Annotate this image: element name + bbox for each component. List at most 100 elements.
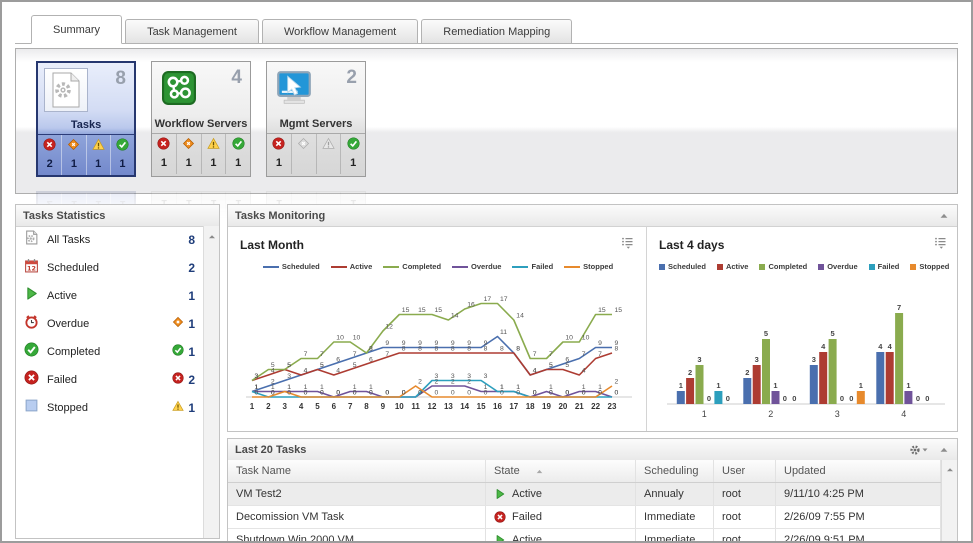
column-label: State — [494, 465, 520, 477]
workflow-icon — [158, 67, 200, 109]
stats-item-scheduled[interactable]: 12 Scheduled 2 — [16, 254, 203, 282]
active-icon — [24, 286, 39, 306]
card-tasks[interactable]: 8 Tasks 2 1 1 1 — [36, 61, 136, 177]
table-row[interactable]: Decomission VM Task Failed Immediate roo… — [228, 506, 941, 529]
svg-text:3: 3 — [282, 402, 287, 411]
svg-text:8: 8 — [484, 346, 488, 353]
svg-text:5: 5 — [831, 329, 835, 338]
svg-text:3: 3 — [697, 355, 701, 364]
table-row[interactable]: VM Test2 Active Annualy root 9/11/10 4:2… — [228, 483, 941, 506]
legend-label: Active — [349, 262, 373, 271]
scroll-up-icon[interactable] — [206, 230, 218, 538]
warning-icon — [207, 137, 220, 155]
column-label: Task Name — [236, 465, 292, 477]
svg-text:5: 5 — [320, 362, 324, 369]
svg-text:9: 9 — [435, 340, 439, 347]
column-header-scheduling[interactable]: Scheduling — [636, 460, 714, 482]
table-scrollbar[interactable] — [941, 460, 957, 541]
tab-remediation-mapping[interactable]: Remediation Mapping — [421, 19, 573, 43]
svg-text:7: 7 — [385, 351, 389, 358]
stats-count: 1 — [188, 345, 195, 359]
tasks-monitoring-body: Last Month Scheduled Active Completed Overd… — [228, 226, 957, 431]
legend-label: Failed — [877, 262, 900, 271]
column-header-user[interactable]: User — [714, 460, 776, 482]
svg-text:1: 1 — [702, 409, 707, 419]
last-month-legend: Scheduled Active Completed Overdue Failed Sto… — [240, 262, 636, 271]
table-row[interactable]: Shutdown Win 2000 VM Active Immediate ro… — [228, 529, 941, 541]
legend-swatch — [759, 263, 766, 270]
stats-count: 1 — [188, 401, 195, 415]
column-header-task-name[interactable]: Task Name — [228, 460, 486, 482]
svg-text:16: 16 — [493, 402, 502, 411]
legend-label: Active — [725, 262, 749, 271]
svg-text:1: 1 — [255, 384, 259, 391]
cards-row: 8 Tasks 2 1 1 1 4 Workflow Servers 1 1 1… — [16, 49, 957, 177]
svg-text:22: 22 — [591, 402, 600, 411]
svg-text:3: 3 — [755, 355, 759, 364]
status-ok: 1 — [225, 134, 250, 174]
gear-dropdown-icon[interactable] — [908, 443, 930, 457]
svg-text:14: 14 — [451, 313, 459, 320]
cell-scheduling: Immediate — [636, 506, 714, 528]
stats-item-stopped[interactable]: Stopped 1 — [16, 394, 203, 422]
tasks-table-header: Task Name State Scheduling User Updated — [228, 460, 941, 483]
svg-text:20: 20 — [558, 402, 567, 411]
column-header-updated[interactable]: Updated — [776, 460, 941, 482]
status-count: 2 — [46, 158, 53, 170]
svg-text:0: 0 — [451, 390, 455, 397]
stats-scrollbar[interactable] — [203, 226, 219, 538]
svg-text:0: 0 — [533, 390, 537, 397]
svg-text:0: 0 — [385, 390, 389, 397]
legend-label: Scheduled — [668, 262, 706, 271]
svg-text:0: 0 — [565, 390, 569, 397]
svg-text:0: 0 — [783, 394, 787, 403]
collapse-panel-icon[interactable] — [938, 210, 950, 222]
svg-text:0: 0 — [418, 390, 422, 397]
column-label: Updated — [784, 465, 826, 477]
svg-text:4: 4 — [533, 368, 537, 375]
legend-label: Completed — [768, 262, 808, 271]
svg-text:16: 16 — [467, 302, 475, 309]
svg-text:0: 0 — [549, 390, 553, 397]
stats-item-overdue[interactable]: Overdue 1 — [16, 310, 203, 338]
svg-text:8: 8 — [418, 346, 422, 353]
svg-text:15: 15 — [418, 307, 426, 314]
stats-item-all-tasks[interactable]: All Tasks 8 — [16, 226, 203, 254]
svg-text:5: 5 — [353, 362, 357, 369]
tab-task-management[interactable]: Task Management — [125, 19, 259, 43]
tab-workflow-management[interactable]: Workflow Management — [261, 19, 419, 43]
stats-item-completed[interactable]: Completed 1 — [16, 338, 203, 366]
svg-text:1: 1 — [287, 384, 291, 391]
chart-menu-icon[interactable] — [619, 234, 636, 256]
svg-text:7: 7 — [598, 351, 602, 358]
cell-scheduling: Annualy — [636, 483, 714, 505]
stats-item-failed[interactable]: Failed 2 — [16, 366, 203, 394]
tasks-table: Task Name State Scheduling User Updated VM T… — [228, 460, 941, 541]
cell-state: Active — [486, 483, 636, 505]
svg-text:7: 7 — [582, 351, 586, 358]
svg-text:2: 2 — [688, 368, 692, 377]
svg-text:7: 7 — [897, 303, 901, 312]
svg-text:0: 0 — [435, 390, 439, 397]
card-label: Workflow Servers — [154, 118, 248, 130]
status-count: 1 — [210, 157, 217, 169]
status-overdue: 1 — [175, 134, 201, 174]
card-mgmt-servers[interactable]: 2 Mgmt Servers 1 1 — [266, 61, 366, 177]
svg-text:9: 9 — [381, 402, 386, 411]
svg-text:0: 0 — [582, 390, 586, 397]
tab-summary[interactable]: Summary — [31, 15, 123, 44]
legend-scheduled: Scheduled — [659, 262, 706, 271]
column-header-state[interactable]: State — [486, 460, 636, 482]
legend-swatch — [383, 265, 400, 268]
chart-menu-icon[interactable] — [932, 234, 949, 256]
stats-label: Completed — [47, 346, 101, 358]
svg-text:6: 6 — [369, 357, 373, 364]
scroll-up-icon[interactable] — [944, 463, 956, 541]
svg-text:10: 10 — [582, 335, 590, 342]
legend-label: Completed — [402, 262, 442, 271]
svg-text:19: 19 — [542, 402, 551, 411]
stats-item-active[interactable]: Active 1 — [16, 282, 203, 310]
card-workflow-servers[interactable]: 4 Workflow Servers 1 1 1 1 — [151, 61, 251, 177]
collapse-panel-icon[interactable] — [938, 444, 950, 456]
legend-swatch — [452, 265, 469, 268]
